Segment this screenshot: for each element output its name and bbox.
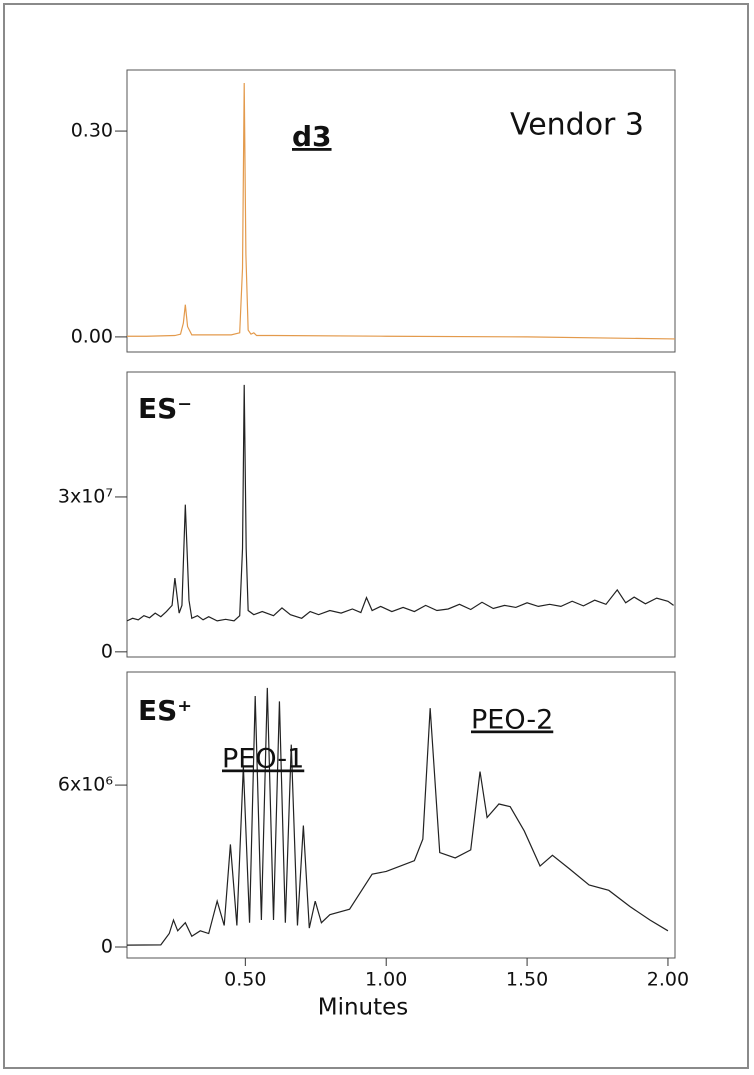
- annotation: PEO-1: [222, 744, 304, 775]
- panel-label: ES⁻: [138, 392, 192, 425]
- y-tick-label: 0.00: [71, 325, 113, 347]
- x-tick-label: 2.00: [647, 969, 689, 991]
- y-tick-label: 0.30: [71, 120, 113, 142]
- plot-frame: [126, 69, 676, 353]
- annotation: Vendor 3: [510, 108, 644, 143]
- y-tick-label: 3x10⁷: [58, 485, 113, 507]
- y-tick-label: 0: [101, 936, 113, 958]
- x-axis-label: Minutes: [318, 995, 409, 1021]
- trace-line: [126, 687, 669, 946]
- x-tick-label: 0.50: [224, 969, 266, 991]
- panel-label: d3: [292, 120, 332, 153]
- annotation: PEO-2: [471, 705, 553, 736]
- trace-line: [126, 384, 674, 622]
- y-tick-label: 6x10⁶: [58, 774, 113, 796]
- x-tick-label: 1.50: [506, 969, 548, 991]
- outer-border: [3, 3, 749, 1069]
- plot-frame: [126, 671, 676, 959]
- panel-label: ES⁺: [138, 694, 192, 727]
- x-tick-label: 1.00: [365, 969, 407, 991]
- y-tick-label: 0: [101, 640, 113, 662]
- trace-line: [127, 83, 676, 340]
- plot-frame: [126, 371, 676, 658]
